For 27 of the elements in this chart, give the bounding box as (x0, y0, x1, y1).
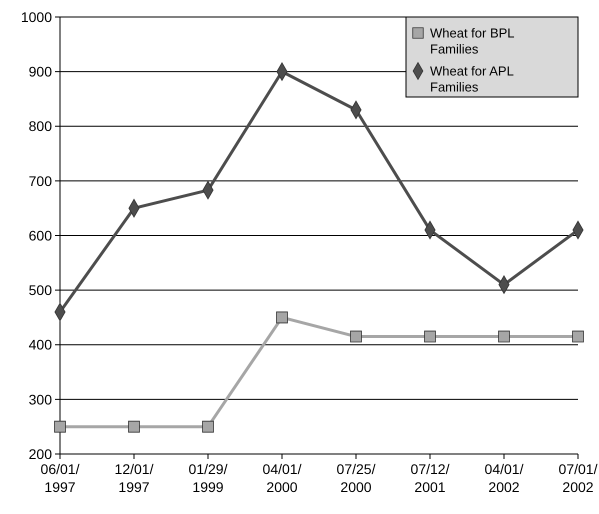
point (276, 312, 288, 324)
y-tick-label: 800 (28, 118, 52, 134)
x-tick-label: 04/01/2000 (262, 461, 302, 495)
point (54, 420, 66, 433)
y-tick-label: 700 (28, 172, 52, 189)
y-tick-label: 900 (28, 64, 52, 80)
x-tick-label: 07/12/2001 (410, 461, 450, 495)
point (202, 420, 214, 433)
x-tick-label: 06/01/1997 (40, 461, 80, 495)
y-tick-label: 300 (28, 391, 52, 408)
legend-label: Wheat for APL Families (430, 64, 514, 95)
point (424, 330, 436, 342)
x-tick-label: 12/01/1997 (114, 461, 154, 495)
point (128, 420, 140, 433)
x-tick-label: 07/01/2002 (558, 461, 598, 495)
x-tick-label: 01/29/1999 (188, 461, 228, 495)
y-tick-label: 600 (28, 227, 52, 244)
legend-label: Wheat for BPL Families (430, 26, 515, 57)
y-tick-label: 1000 (20, 8, 52, 25)
y-tick-label: 200 (28, 446, 52, 462)
point (498, 330, 510, 342)
x-tick-label: 07/25/2000 (336, 461, 376, 495)
y-tick-label: 400 (28, 336, 52, 353)
y-tick-label: 500 (28, 282, 52, 298)
point (572, 330, 584, 342)
x-tick-label: 04/01/2002 (484, 461, 524, 495)
point (350, 330, 362, 342)
